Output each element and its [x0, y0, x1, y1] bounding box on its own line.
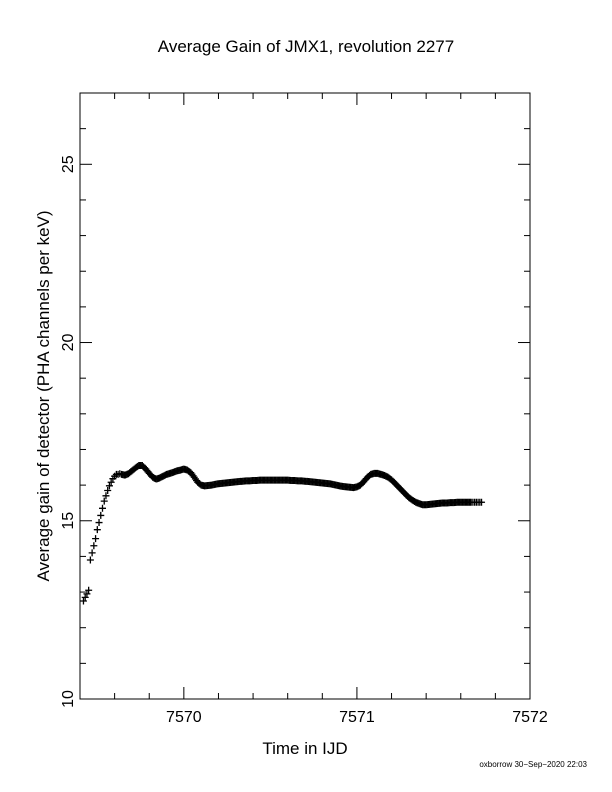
- footer-stamp: oxborrow 30−Sep−2020 22:03: [479, 760, 587, 769]
- data-point: [81, 593, 89, 601]
- y-axis-label: Average gain of detector (PHA channels p…: [34, 210, 53, 581]
- axis-ticks: [79, 92, 531, 700]
- plot-frame: [79, 92, 531, 700]
- data-point: [86, 556, 94, 564]
- data-point: [79, 597, 87, 605]
- y-tick-label: 20: [60, 334, 77, 352]
- data-point: [93, 526, 101, 534]
- chart-title: Average Gain of JMX1, revolution 2277: [158, 37, 454, 56]
- axis-tick-labels: 10 15 20 25 7570 7571 7572: [60, 155, 548, 726]
- data-point: [478, 498, 486, 506]
- data-point: [88, 549, 96, 557]
- data-point: [83, 590, 91, 598]
- data-point: [102, 492, 110, 500]
- data-point: [105, 482, 113, 490]
- data-point: [100, 497, 108, 505]
- data-point: [85, 586, 93, 594]
- y-tick-label: 25: [60, 155, 77, 173]
- data-point: [107, 478, 115, 486]
- x-tick-label: 7571: [339, 709, 375, 726]
- data-point: [104, 486, 112, 494]
- data-point: [92, 535, 100, 543]
- data-point: [90, 542, 98, 550]
- data-point: [99, 504, 106, 512]
- x-axis-label: Time in IJD: [262, 739, 347, 758]
- x-tick-label: 7570: [166, 709, 202, 726]
- y-tick-label: 10: [60, 690, 77, 708]
- data-point: [95, 519, 103, 527]
- data-points: [79, 462, 486, 605]
- x-tick-label: 7572: [512, 709, 548, 726]
- data-point: [97, 511, 105, 519]
- y-tick-label: 15: [60, 512, 77, 530]
